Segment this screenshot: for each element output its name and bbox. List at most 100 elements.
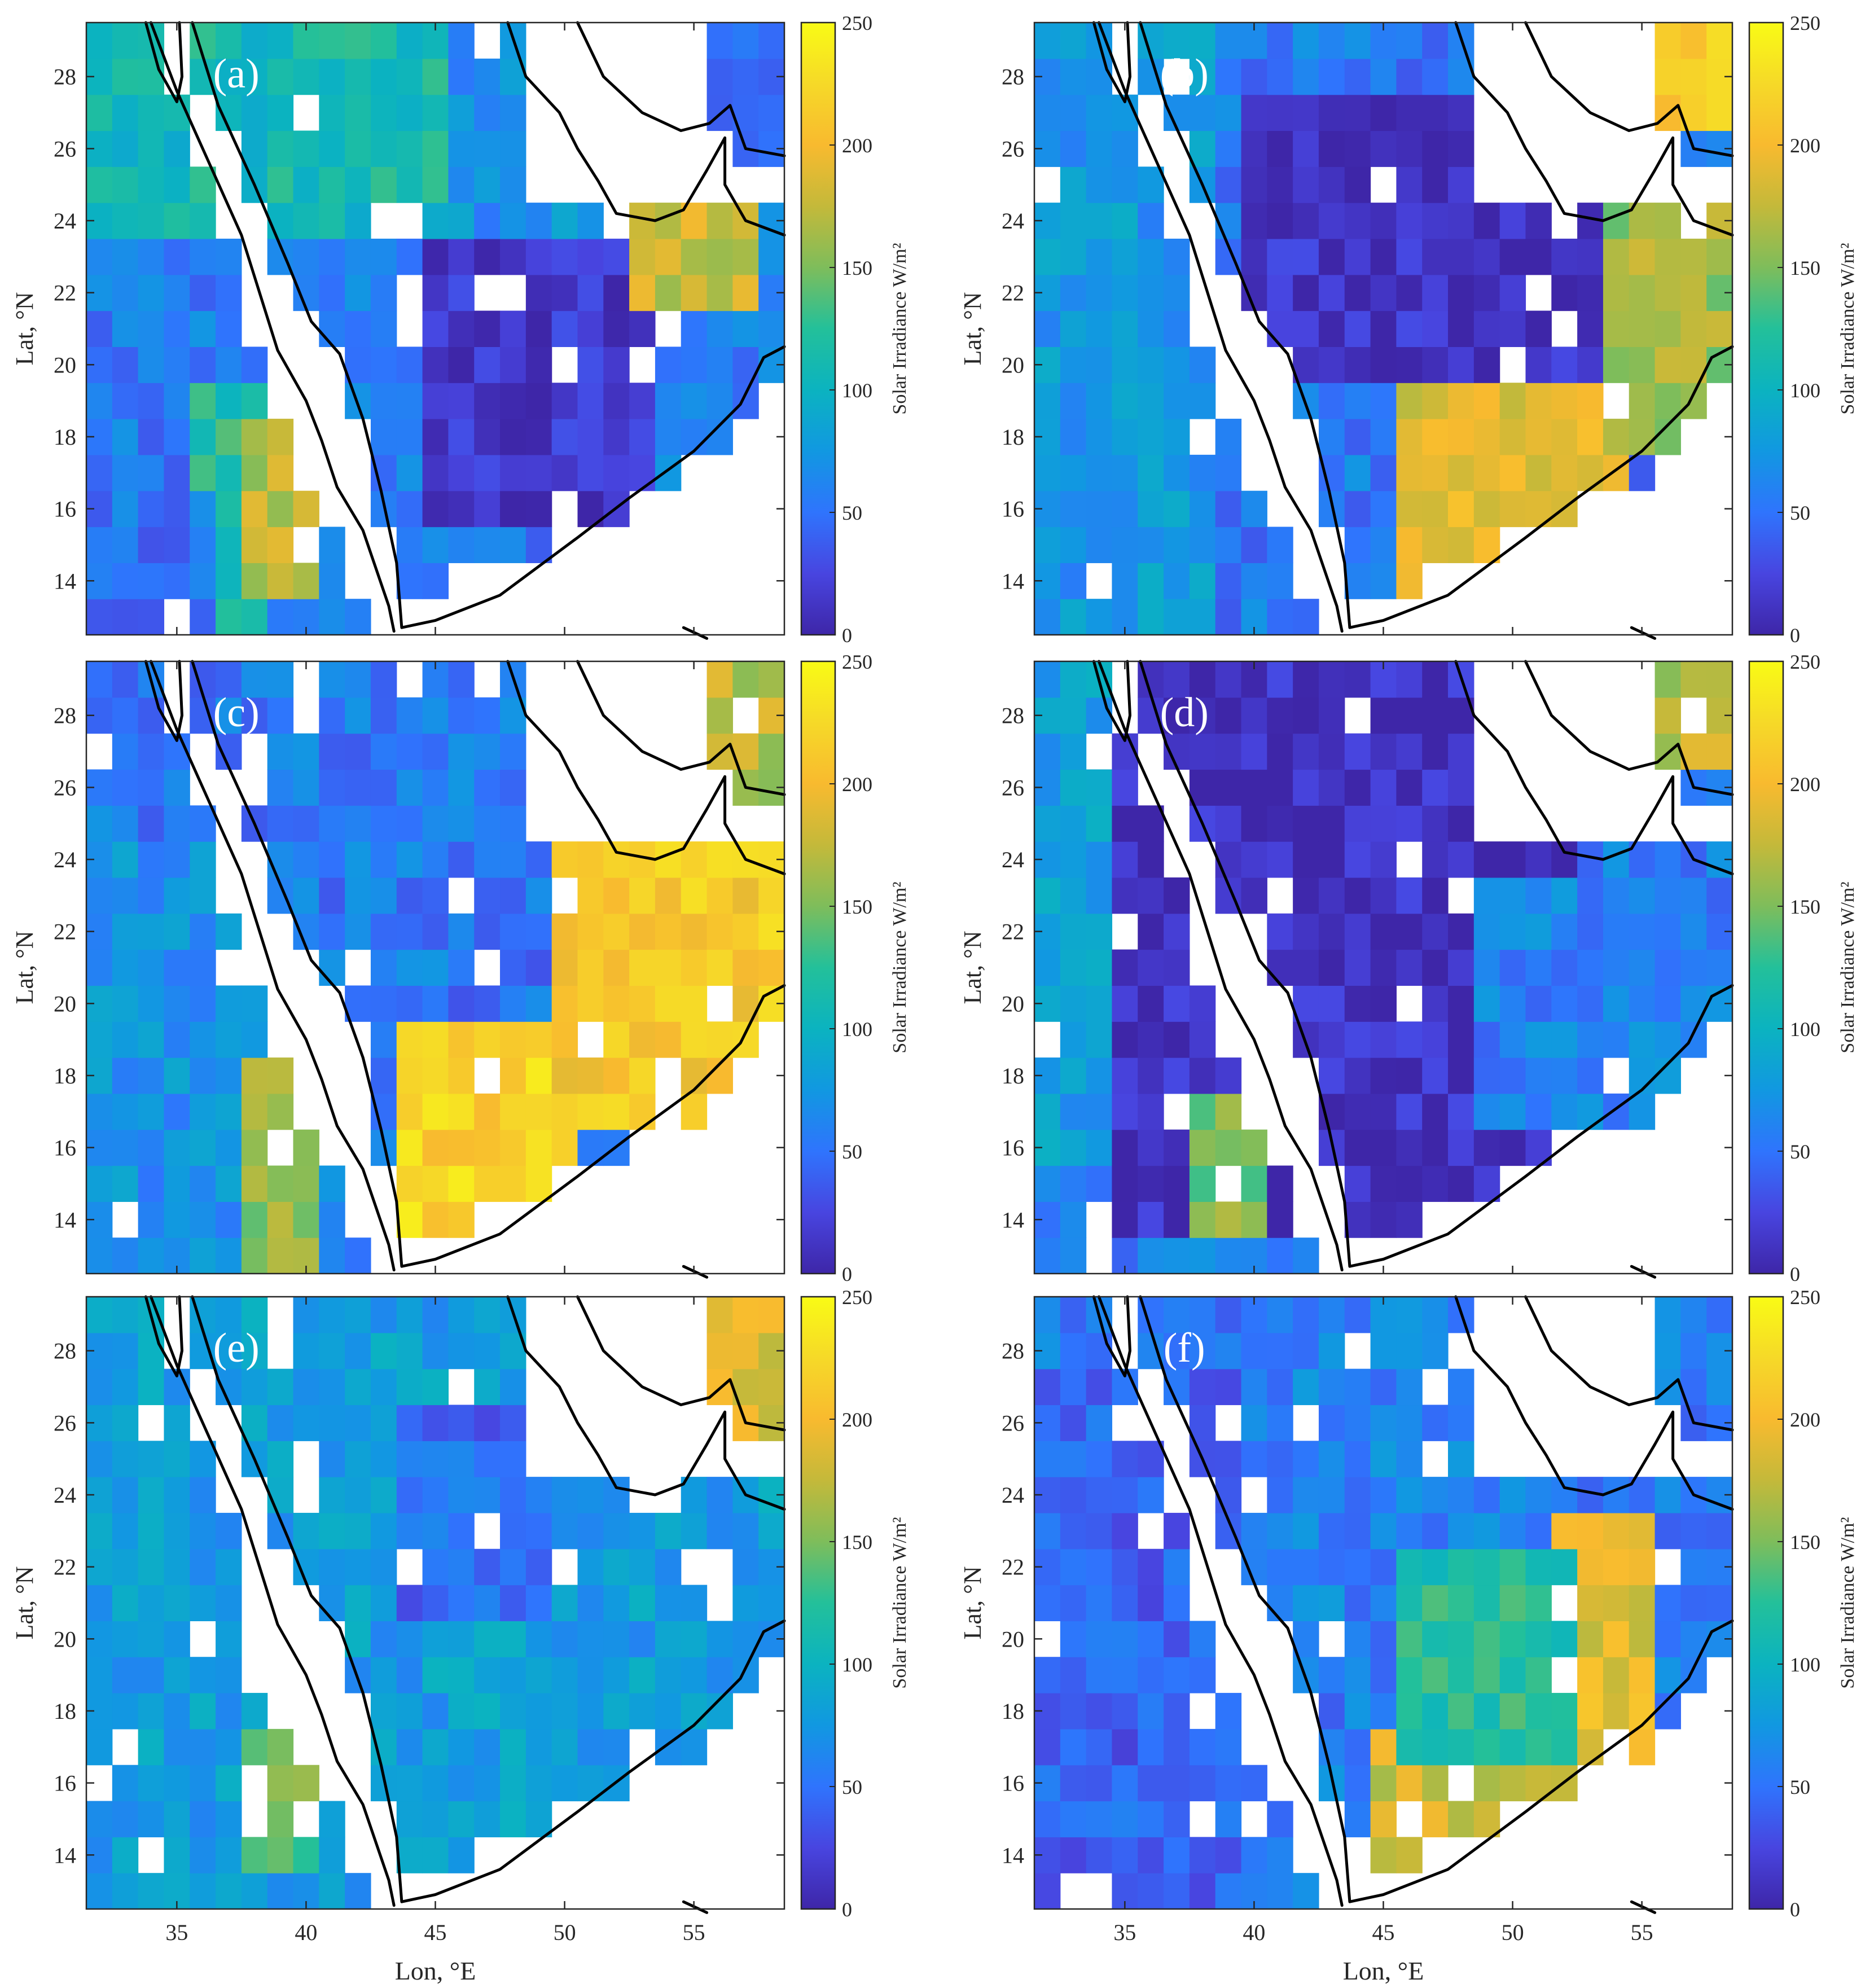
heatmap-cell	[1396, 274, 1423, 311]
heatmap-cell	[422, 1368, 449, 1406]
heatmap-cell	[1448, 1441, 1474, 1477]
heatmap-cell	[1344, 661, 1371, 698]
coastline	[1524, 660, 1734, 796]
heatmap-cell	[319, 1332, 345, 1370]
heatmap-cell	[706, 841, 733, 878]
heatmap-cell	[1370, 1512, 1397, 1550]
heatmap-cell	[1318, 1332, 1345, 1370]
heatmap-cell	[577, 346, 604, 383]
y-tick-label: 24	[1002, 1482, 1024, 1508]
heatmap-cell	[1086, 877, 1113, 914]
coastline	[150, 660, 396, 1272]
colorbar	[800, 660, 836, 1275]
heatmap-cell	[1112, 1093, 1138, 1130]
heatmap-cell	[319, 1368, 345, 1406]
heatmap-cell	[1448, 454, 1474, 491]
heatmap-cell	[319, 1165, 345, 1202]
heatmap-cell	[422, 841, 449, 878]
heatmap-cell	[1293, 661, 1319, 698]
heatmap-cell	[422, 1165, 449, 1202]
heatmap-cell	[1396, 1548, 1423, 1586]
heatmap-cell	[448, 526, 475, 563]
heatmap-cell	[1370, 346, 1397, 383]
heatmap-cell	[370, 1332, 397, 1370]
heatmap-cell	[1680, 238, 1707, 275]
heatmap-cell	[190, 1693, 216, 1730]
heatmap-cell	[1215, 563, 1242, 599]
heatmap-cell	[1629, 346, 1656, 383]
heatmap-cell	[396, 985, 423, 1022]
heatmap-cell	[474, 1165, 501, 1202]
heatmap-cell	[1112, 1441, 1138, 1477]
heatmap-cell	[1215, 1837, 1242, 1873]
heatmap-cell	[1551, 346, 1578, 383]
heatmap-cell	[1318, 1368, 1345, 1406]
heatmap-cell	[1267, 203, 1293, 239]
heatmap-cell	[1422, 1693, 1449, 1730]
heatmap-cell	[1034, 661, 1061, 698]
heatmap-cell	[1086, 383, 1113, 419]
colorbar-tick-label: 50	[1790, 502, 1810, 524]
heatmap-cell	[1654, 58, 1681, 95]
heatmap-cell	[1164, 1368, 1190, 1406]
heatmap-cell	[1318, 913, 1345, 950]
heatmap-cell	[86, 661, 113, 698]
colorbar-tick-label: 250	[1790, 12, 1820, 34]
heatmap-cell	[1318, 661, 1345, 698]
heatmap-cell	[1318, 1585, 1345, 1622]
heatmap-cell	[1654, 661, 1681, 698]
heatmap-cell	[1318, 454, 1345, 491]
heatmap-cell	[422, 563, 449, 599]
heatmap-cell	[500, 454, 526, 491]
heatmap-cell	[474, 1021, 501, 1058]
heatmap-cell	[1189, 94, 1216, 131]
heatmap-cell	[1060, 1297, 1087, 1333]
heatmap-cell	[267, 697, 294, 734]
colorbar-tick-label: 200	[1790, 134, 1820, 157]
heatmap-cell	[1448, 841, 1474, 878]
heatmap-cell	[1396, 1585, 1423, 1622]
x-tick-label: 45	[424, 1920, 447, 1945]
heatmap-cell	[164, 877, 190, 914]
heatmap-cell	[1267, 1477, 1293, 1513]
heatmap-cell	[1267, 1512, 1293, 1550]
heatmap-cell	[1164, 1332, 1190, 1370]
heatmap-cell	[1603, 1477, 1630, 1513]
heatmap-cell	[1164, 1057, 1190, 1094]
heatmap-cell	[1603, 985, 1630, 1022]
heatmap-cell	[500, 1441, 526, 1477]
heatmap-cell	[267, 661, 294, 698]
heatmap-cell	[164, 805, 190, 842]
heatmap-cell	[241, 1693, 268, 1730]
heatmap-cell	[112, 1765, 139, 1802]
heatmap-cell	[1215, 1441, 1242, 1477]
coastlines	[144, 660, 786, 1279]
heatmap-cell	[474, 1477, 501, 1513]
heatmap-cell	[86, 526, 113, 563]
heatmap-cell	[1086, 1441, 1113, 1477]
heatmap-cell	[474, 526, 501, 563]
heatmap-cell	[1577, 310, 1604, 348]
heatmap-cell	[500, 1368, 526, 1406]
heatmap-cell	[190, 1801, 216, 1837]
heatmap-cell	[319, 130, 345, 167]
heatmap-cell	[1060, 1728, 1087, 1766]
heatmap-cell	[1318, 346, 1345, 383]
heatmap-cell	[1473, 274, 1500, 311]
heatmap-cell	[1034, 1512, 1061, 1550]
heatmap-cell	[190, 1837, 216, 1873]
colorbar-tick-label: 150	[842, 257, 872, 279]
heatmap-cell	[216, 490, 242, 528]
heatmap-cell	[396, 419, 423, 455]
heatmap-cell	[1654, 1332, 1681, 1370]
heatmap-cell	[1267, 166, 1293, 203]
heatmap-cells	[86, 23, 785, 635]
heatmap-cell	[1112, 1728, 1138, 1766]
y-tick-label: 22	[1002, 919, 1024, 945]
heatmap-cell	[1525, 238, 1552, 275]
heatmap-cell	[1422, 1728, 1449, 1766]
heatmap-cell	[1267, 1873, 1293, 1910]
heatmap-cell	[319, 1837, 345, 1873]
heatmap-cell	[293, 58, 319, 95]
